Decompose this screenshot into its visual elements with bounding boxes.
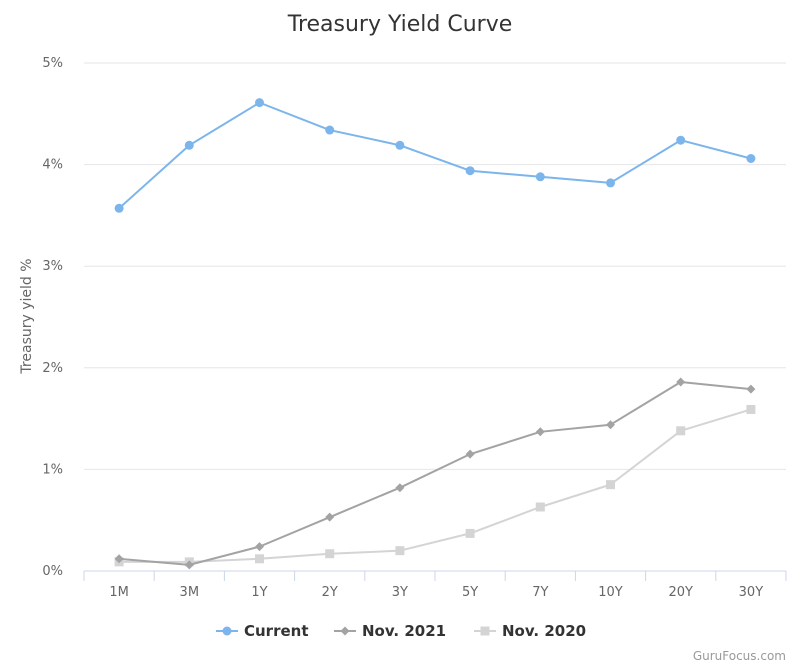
data-point[interactable] <box>395 483 405 493</box>
data-point[interactable] <box>535 172 545 182</box>
x-tick-label: 10Y <box>598 585 623 600</box>
data-point[interactable] <box>746 154 756 164</box>
data-point[interactable] <box>746 404 756 414</box>
data-point[interactable] <box>325 512 335 522</box>
legend-marker <box>222 626 232 636</box>
series-line <box>118 101 752 210</box>
data-point[interactable] <box>465 166 475 176</box>
y-tick-label: 3% <box>42 259 63 274</box>
data-point[interactable] <box>255 98 264 108</box>
legend-label: Nov. 2021 <box>362 622 446 640</box>
data-point[interactable] <box>255 542 264 552</box>
data-point[interactable] <box>184 140 194 150</box>
data-point[interactable] <box>184 560 194 570</box>
series-line <box>118 381 752 566</box>
x-tick-label: 30Y <box>739 585 764 600</box>
y-tick-label: 1% <box>42 462 63 477</box>
x-tick-label: 3M <box>180 585 200 600</box>
series-1 <box>114 377 756 570</box>
legend-marker <box>480 626 490 636</box>
legend-item[interactable]: Nov. 2021 <box>334 622 446 640</box>
data-point[interactable] <box>395 140 405 150</box>
x-tick-label: 2Y <box>322 585 338 600</box>
x-tick-label: 5Y <box>462 585 478 600</box>
data-point[interactable] <box>395 546 405 556</box>
legend-label: Nov. 2020 <box>502 622 586 640</box>
x-tick-label: 1M <box>109 585 129 600</box>
y-tick-label: 5% <box>42 56 63 71</box>
series-line <box>118 408 752 563</box>
series-group <box>114 98 756 570</box>
x-tick-label: 3Y <box>392 585 408 600</box>
x-axis: 1M 3M 1Y 2Y 3Y 5Y 7Y 10Y 20Y 30Y <box>83 570 787 600</box>
data-point[interactable] <box>465 449 475 459</box>
legend-item[interactable]: Current <box>216 622 309 640</box>
data-point[interactable] <box>325 549 335 559</box>
series-2 <box>114 404 756 567</box>
data-point[interactable] <box>535 502 545 512</box>
data-point[interactable] <box>606 178 615 188</box>
x-tick-label: 20Y <box>668 585 693 600</box>
legend-label: Current <box>244 622 309 640</box>
y-tick-label: 2% <box>42 361 63 376</box>
data-point[interactable] <box>606 420 615 430</box>
y-axis-label: Treasury yield % <box>19 258 35 374</box>
legend[interactable]: Current Nov. 2021 Nov. 2020 <box>216 622 586 640</box>
data-point[interactable] <box>114 554 124 564</box>
y-tick-label: 4% <box>42 158 63 173</box>
chart-title: Treasury Yield Curve <box>287 12 513 37</box>
series-0 <box>114 98 756 213</box>
data-point[interactable] <box>606 480 615 490</box>
data-point[interactable] <box>465 528 475 538</box>
x-tick-label: 1Y <box>251 585 267 600</box>
legend-marker <box>340 626 350 636</box>
credit-text[interactable]: GuruFocus.com <box>693 649 786 663</box>
y-tick-label: 0% <box>42 564 63 579</box>
data-point[interactable] <box>676 377 686 387</box>
data-point[interactable] <box>535 427 545 437</box>
data-point[interactable] <box>114 203 124 213</box>
data-point[interactable] <box>746 384 756 394</box>
y-axis: 0% 1% 2% 3% 4% 5% <box>42 56 63 579</box>
data-point[interactable] <box>676 426 686 436</box>
data-point[interactable] <box>325 125 335 135</box>
x-tick-label: 7Y <box>532 585 548 600</box>
grid-lines <box>84 62 786 470</box>
legend-item[interactable]: Nov. 2020 <box>474 622 586 640</box>
data-point[interactable] <box>255 554 264 564</box>
data-point[interactable] <box>676 135 686 145</box>
